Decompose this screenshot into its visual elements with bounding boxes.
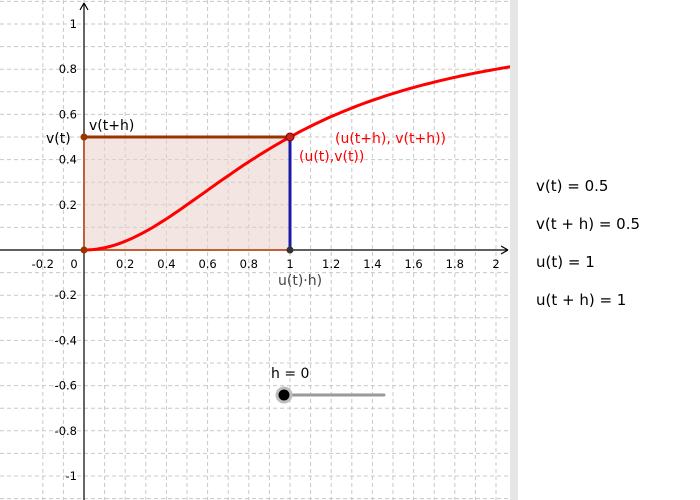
label-point-lower: (u(t),v(t)) xyxy=(299,149,364,165)
y-tick-label: 0.4 xyxy=(59,153,77,167)
y-tick-label: 0.8 xyxy=(59,62,77,76)
algebra-item-u-t[interactable]: u(t) = 1 xyxy=(536,253,595,271)
algebra-view: v(t) = 0.5 v(t + h) = 0.5 u(t) = 1 u(t +… xyxy=(518,0,700,500)
slider-label: h = 0 xyxy=(271,366,309,382)
x-tick-label: 0.8 xyxy=(240,257,258,271)
label-u-t-h: u(t)·h) xyxy=(278,273,322,289)
x-tick-label: 1.4 xyxy=(363,257,381,271)
x-axis-arrow xyxy=(500,245,509,255)
y-tick-label: -0.6 xyxy=(55,379,77,393)
y-tick-label: 0.2 xyxy=(59,198,77,212)
point-u-t-h[interactable] xyxy=(286,246,294,254)
x-tick-label: -0.2 xyxy=(32,257,54,271)
y-tick-label: -0.4 xyxy=(55,333,77,347)
slider-h[interactable]: h = 0 xyxy=(271,366,386,404)
x-tick-label: 2 xyxy=(492,257,499,271)
algebra-item-u-t-plus-h[interactable]: u(t + h) = 1 xyxy=(536,291,627,309)
x-tick-label: 1 xyxy=(286,257,293,271)
point-u-v[interactable] xyxy=(285,132,295,142)
algebra-item-v-t-plus-h[interactable]: v(t + h) = 0.5 xyxy=(536,215,641,233)
tick-labels: -0.2 0 0.2 0.4 0.6 0.8 1 1.2 1.4 1.6 1.8 2 1 0.8 0.6 0.… xyxy=(32,17,500,483)
x-tick-label: 1.8 xyxy=(446,257,464,271)
label-point-upper: (u(t+h), v(t+h)) xyxy=(335,131,446,147)
y-axis-arrow xyxy=(79,2,89,11)
point-v-t[interactable] xyxy=(80,133,88,141)
label-v-t: v(t) xyxy=(46,131,71,147)
x-tick-label: 0.6 xyxy=(198,257,216,271)
y-tick-label: -1 xyxy=(66,469,77,483)
x-tick-label: 0.4 xyxy=(157,257,175,271)
coordinate-plane[interactable]: -0.2 0 0.2 0.4 0.6 0.8 1 1.2 1.4 1.6 1.8 2 1 0.8 0.6 0.… xyxy=(0,0,510,500)
point-origin[interactable] xyxy=(80,246,88,254)
view-divider[interactable] xyxy=(510,0,518,500)
slider-knob[interactable] xyxy=(275,386,293,404)
x-tick-label: 1.6 xyxy=(404,257,422,271)
y-tick-label: 1 xyxy=(70,17,77,31)
y-tick-label: -0.8 xyxy=(55,424,77,438)
graphics-view[interactable]: -0.2 0 0.2 0.4 0.6 0.8 1 1.2 1.4 1.6 1.8 2 1 0.8 0.6 0.… xyxy=(0,0,510,500)
x-tick-label: 0 xyxy=(70,257,77,271)
algebra-item-v-t[interactable]: v(t) = 0.5 xyxy=(536,177,609,195)
label-v-t-plus-h: v(t+h) xyxy=(89,118,134,134)
x-tick-label: 1.2 xyxy=(322,257,340,271)
y-tick-label: -0.2 xyxy=(55,288,77,302)
curve[interactable] xyxy=(83,65,510,252)
y-tick-label: 0.6 xyxy=(59,107,77,121)
x-tick-label: 0.2 xyxy=(116,257,134,271)
